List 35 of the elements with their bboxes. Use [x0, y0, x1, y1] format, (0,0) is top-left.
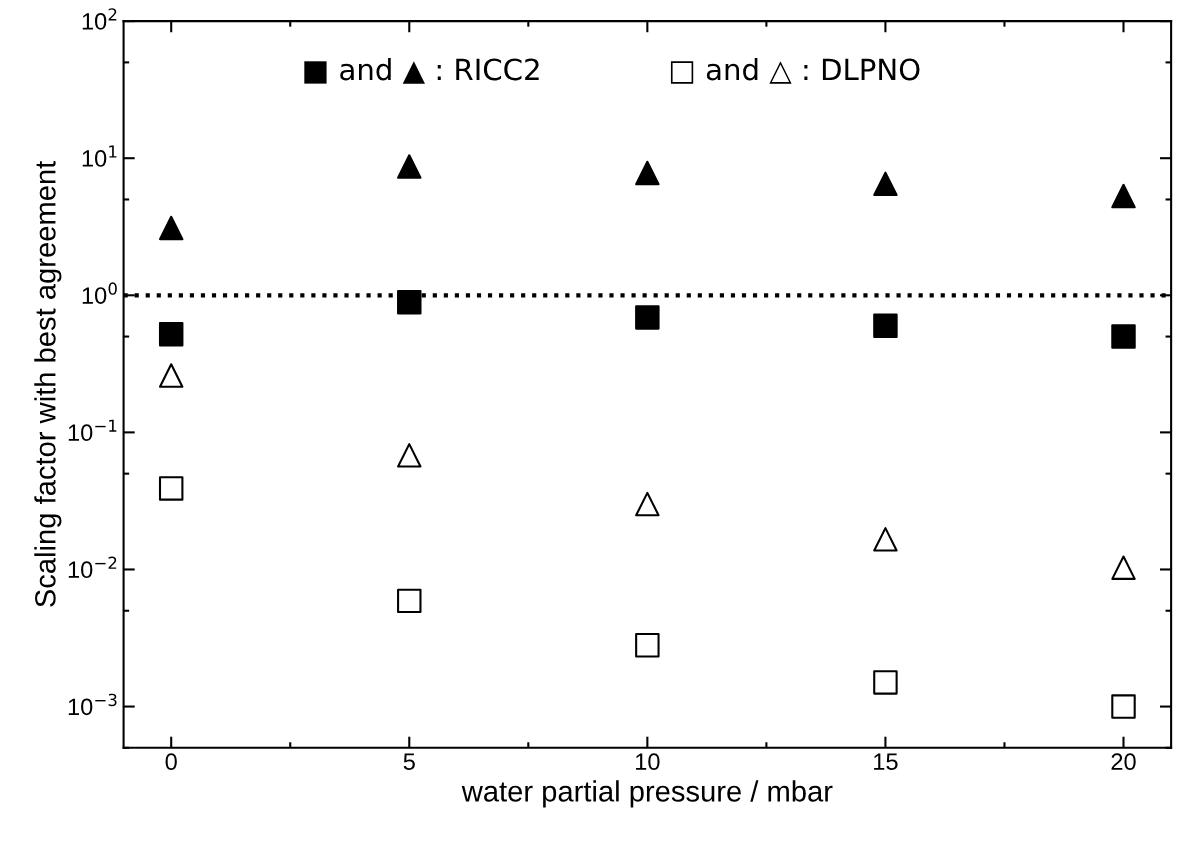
point — [1111, 555, 1136, 580]
annotation: □ and △ : DLPNO — [670, 57, 920, 84]
x-axis-title: water partial pressure / mbar — [461, 780, 833, 808]
point — [1111, 324, 1136, 349]
point — [635, 160, 660, 186]
point — [397, 588, 422, 614]
point — [873, 670, 898, 695]
point — [158, 363, 184, 388]
point — [873, 171, 898, 197]
point — [1111, 694, 1136, 719]
x-tick-label: 15 — [874, 753, 898, 771]
x-tick-label: 0 — [165, 753, 177, 771]
point — [873, 527, 898, 552]
point — [873, 313, 898, 338]
point — [635, 305, 660, 330]
y-tick-label: 10$^{−1}$ — [68, 419, 117, 442]
x-tick-label: 20 — [1111, 753, 1136, 771]
y-tick-label: 10$^{−3}$ — [68, 693, 117, 716]
point — [1111, 183, 1136, 209]
point — [397, 443, 422, 468]
x-tick-label: 5 — [403, 753, 415, 771]
x-tick-label: 10 — [636, 753, 660, 771]
point — [158, 321, 184, 347]
point — [635, 633, 660, 658]
point — [397, 290, 422, 315]
y-tick-label: 10$^{0}$ — [82, 282, 117, 304]
point — [397, 154, 422, 179]
y-tick-label: 10$^{2}$ — [82, 8, 117, 30]
y-axis-title: Scaling factor with best agreement — [34, 160, 62, 607]
point — [158, 476, 184, 501]
point — [158, 215, 184, 241]
y-tick-label: 10$^{−2}$ — [68, 556, 117, 579]
y-tick-label: 10$^{1}$ — [82, 145, 117, 167]
point — [635, 491, 660, 517]
annotation: ■ and ▲ : RICC2 — [304, 57, 539, 84]
